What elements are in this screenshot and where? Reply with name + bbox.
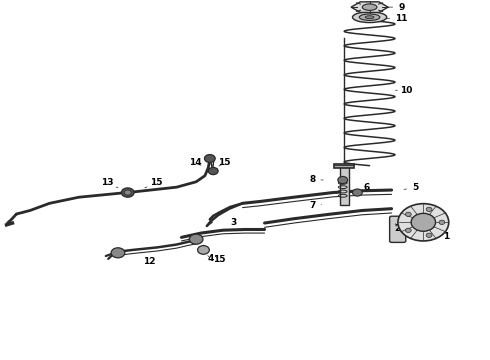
Circle shape <box>405 228 411 233</box>
Text: 8: 8 <box>309 175 323 184</box>
Text: 6: 6 <box>359 183 369 192</box>
Text: 12: 12 <box>144 257 156 266</box>
Circle shape <box>411 213 436 231</box>
Circle shape <box>111 248 125 258</box>
Circle shape <box>197 246 209 254</box>
Circle shape <box>426 233 432 238</box>
Ellipse shape <box>352 12 387 23</box>
Text: 1: 1 <box>443 232 449 241</box>
Ellipse shape <box>362 4 377 10</box>
Text: 15: 15 <box>218 158 231 167</box>
Circle shape <box>189 234 203 244</box>
Circle shape <box>352 189 362 196</box>
FancyBboxPatch shape <box>334 163 354 168</box>
Text: 15: 15 <box>145 178 162 188</box>
Text: 4: 4 <box>208 255 214 264</box>
Text: 2: 2 <box>394 224 400 233</box>
Circle shape <box>204 154 215 162</box>
Circle shape <box>208 167 218 175</box>
Text: 7: 7 <box>309 201 321 210</box>
Text: 5: 5 <box>404 183 418 192</box>
Circle shape <box>124 190 131 195</box>
Circle shape <box>398 204 449 241</box>
FancyBboxPatch shape <box>340 166 348 205</box>
Circle shape <box>122 188 134 197</box>
Text: 13: 13 <box>101 178 118 188</box>
Circle shape <box>405 212 411 216</box>
FancyBboxPatch shape <box>390 216 406 242</box>
Text: 11: 11 <box>385 14 408 23</box>
Polygon shape <box>351 2 388 13</box>
Text: 10: 10 <box>395 86 413 95</box>
Text: 3: 3 <box>231 218 237 227</box>
Circle shape <box>426 207 432 212</box>
Text: 15: 15 <box>213 255 226 264</box>
Ellipse shape <box>365 16 374 19</box>
Text: 9: 9 <box>385 3 405 12</box>
Ellipse shape <box>359 14 380 21</box>
Text: 14: 14 <box>189 158 201 167</box>
Circle shape <box>338 176 347 184</box>
Circle shape <box>439 220 445 225</box>
